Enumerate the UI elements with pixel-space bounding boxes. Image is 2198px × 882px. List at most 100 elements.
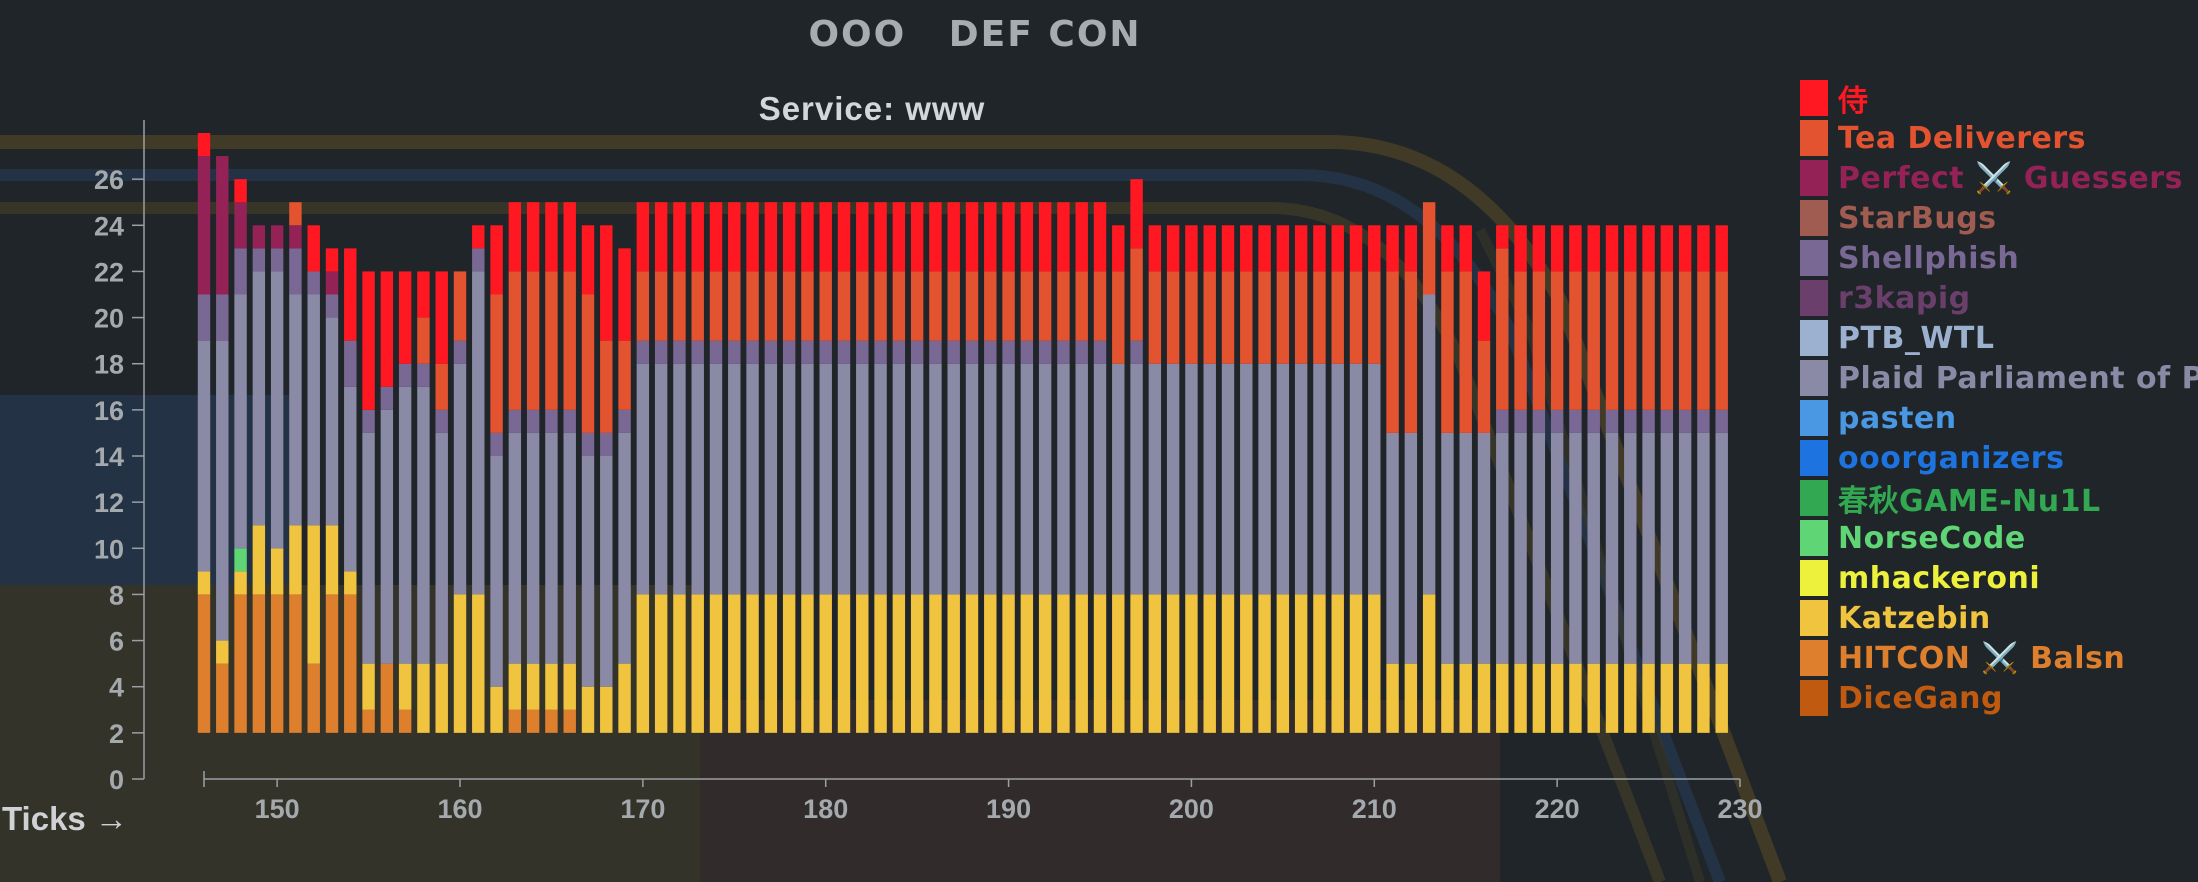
bar-segment[interactable] (691, 202, 704, 272)
bar-segment[interactable] (1550, 409, 1564, 433)
bar-segment[interactable] (1514, 663, 1527, 733)
bar-segment[interactable] (728, 202, 741, 272)
bar-segment[interactable] (1294, 271, 1308, 364)
bar-segment[interactable] (1368, 271, 1381, 364)
bar-segment[interactable] (636, 594, 650, 733)
bar-segment[interactable] (526, 202, 540, 272)
bar-segment[interactable] (1075, 271, 1088, 341)
bar-segment[interactable] (435, 432, 448, 664)
bar-segment[interactable] (1038, 271, 1052, 341)
bar-segment[interactable] (1057, 363, 1070, 595)
bar-segment[interactable] (581, 456, 595, 687)
bar-segment[interactable] (1002, 340, 1015, 364)
bar-segment[interactable] (289, 525, 302, 595)
bar-segment[interactable] (344, 248, 357, 341)
bar-segment[interactable] (362, 709, 375, 733)
bar-segment[interactable] (691, 271, 704, 341)
bar-segment[interactable] (398, 709, 412, 733)
bar-segment[interactable] (362, 271, 375, 410)
bar-segment[interactable] (234, 594, 247, 733)
bar-segment[interactable] (1112, 271, 1125, 364)
bar-segment[interactable] (453, 340, 467, 364)
bar-segment[interactable] (472, 594, 485, 733)
bar-segment[interactable] (325, 271, 339, 295)
bar-segment[interactable] (1587, 409, 1600, 433)
bar-segment[interactable] (892, 271, 906, 341)
bar-segment[interactable] (490, 456, 503, 687)
bar-segment[interactable] (563, 709, 576, 733)
bar-segment[interactable] (344, 386, 357, 572)
bar-segment[interactable] (1020, 594, 1034, 733)
legend-item[interactable]: 春秋GAME-Nu1L (1800, 478, 2198, 519)
bar-segment[interactable] (764, 594, 778, 733)
bar-segment[interactable] (545, 663, 558, 710)
bar-segment[interactable] (1258, 594, 1271, 733)
bar-segment[interactable] (1276, 271, 1290, 364)
bar-segment[interactable] (197, 340, 211, 572)
bar-segment[interactable] (1240, 363, 1253, 595)
bar-segment[interactable] (1459, 271, 1472, 433)
bar-segment[interactable] (197, 571, 211, 595)
bar-segment[interactable] (545, 432, 558, 664)
bar-segment[interactable] (782, 363, 796, 595)
bar-segment[interactable] (965, 363, 979, 595)
bar-segment[interactable] (289, 202, 302, 226)
bar-segment[interactable] (1477, 271, 1491, 341)
bar-segment[interactable] (289, 594, 302, 733)
bar-segment[interactable] (325, 294, 339, 318)
bar-segment[interactable] (801, 363, 814, 595)
bar-segment[interactable] (1185, 271, 1198, 364)
bar-segment[interactable] (307, 663, 320, 733)
bar-segment[interactable] (910, 594, 924, 733)
bar-segment[interactable] (490, 294, 503, 433)
bar-segment[interactable] (1148, 225, 1162, 272)
bar-segment[interactable] (1002, 594, 1015, 733)
legend-item[interactable]: Shellphish (1800, 238, 2198, 278)
bar-segment[interactable] (1313, 594, 1326, 733)
bar-segment[interactable] (508, 432, 522, 664)
bar-segment[interactable] (545, 409, 558, 433)
bar-segment[interactable] (234, 248, 247, 295)
bar-segment[interactable] (910, 340, 924, 364)
bar-segment[interactable] (398, 363, 412, 387)
bar-segment[interactable] (1331, 363, 1344, 595)
bar-segment[interactable] (1148, 363, 1162, 595)
bar-segment[interactable] (929, 594, 942, 733)
bar-segment[interactable] (782, 594, 796, 733)
bar-segment[interactable] (1020, 202, 1034, 272)
bar-segment[interactable] (764, 363, 778, 595)
bar-segment[interactable] (1038, 363, 1052, 595)
bar-segment[interactable] (270, 271, 284, 549)
bar-segment[interactable] (874, 340, 887, 364)
bar-segment[interactable] (1148, 594, 1162, 733)
bar-segment[interactable] (1258, 225, 1271, 272)
bar-segment[interactable] (216, 663, 229, 733)
bar-segment[interactable] (307, 294, 320, 526)
bar-segment[interactable] (856, 340, 869, 364)
bar-segment[interactable] (1715, 663, 1728, 733)
bar-segment[interactable] (837, 271, 851, 341)
bar-segment[interactable] (1697, 271, 1710, 410)
legend-item[interactable]: StarBugs (1800, 198, 2198, 238)
bar-segment[interactable] (1678, 271, 1692, 410)
bar-segment[interactable] (910, 202, 924, 272)
bar-segment[interactable] (1020, 340, 1034, 364)
bar-segment[interactable] (1349, 594, 1363, 733)
bar-segment[interactable] (581, 294, 595, 433)
bar-segment[interactable] (746, 363, 759, 595)
bar-segment[interactable] (1441, 432, 1454, 664)
bar-segment[interactable] (1130, 594, 1143, 733)
bar-segment[interactable] (764, 340, 778, 364)
bar-segment[interactable] (654, 202, 668, 272)
bar-segment[interactable] (344, 594, 357, 733)
bar-segment[interactable] (654, 363, 668, 595)
bar-segment[interactable] (270, 248, 284, 272)
bar-segment[interactable] (307, 225, 320, 272)
bar-segment[interactable] (453, 363, 467, 595)
bar-segment[interactable] (929, 363, 942, 595)
bar-segment[interactable] (929, 271, 942, 341)
bar-segment[interactable] (1532, 271, 1546, 410)
bar-segment[interactable] (1258, 363, 1271, 595)
bar-segment[interactable] (545, 271, 558, 410)
bar-segment[interactable] (1112, 363, 1125, 595)
